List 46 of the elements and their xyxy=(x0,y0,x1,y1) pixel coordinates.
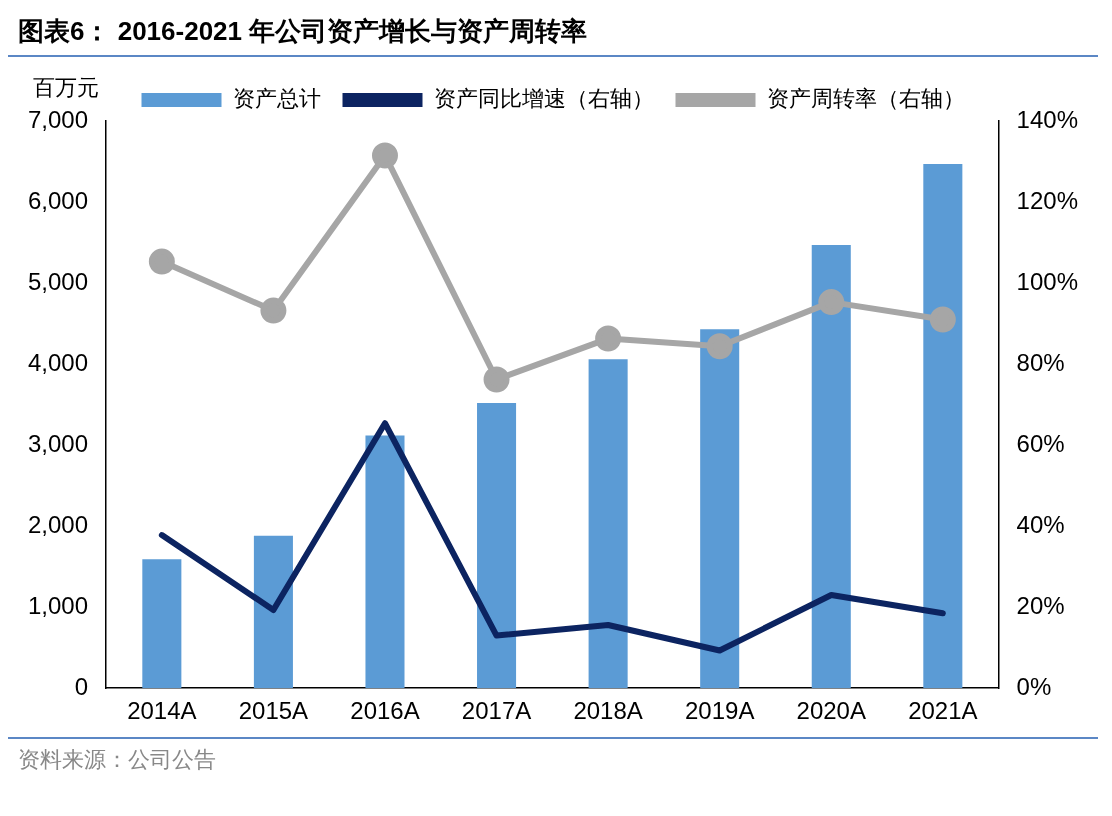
y2-tick-label: 0% xyxy=(1016,672,1052,700)
y2-tick-label: 140% xyxy=(1016,105,1079,133)
bar xyxy=(253,535,293,689)
x-tick-label: 2017A xyxy=(461,697,532,725)
y2-tick-label: 40% xyxy=(1016,510,1065,538)
y-tick-label: 7,000 xyxy=(28,105,89,133)
point xyxy=(706,333,733,360)
point xyxy=(483,366,510,393)
point xyxy=(818,289,845,316)
legend-label: 资产周转率（右轴） xyxy=(766,86,965,112)
bar xyxy=(700,329,740,689)
bar xyxy=(142,559,182,689)
x-tick-label: 2016A xyxy=(350,697,420,725)
y2-tick-label: 20% xyxy=(1016,591,1065,619)
y-tick-label: 0 xyxy=(74,672,89,700)
x-tick-label: 2014A xyxy=(127,697,197,725)
bar xyxy=(811,244,851,689)
bar xyxy=(923,163,963,689)
bar xyxy=(365,435,405,689)
point xyxy=(595,325,622,352)
y-tick-label: 1,000 xyxy=(28,591,89,619)
bar xyxy=(477,402,517,689)
y2-tick-label: 60% xyxy=(1016,429,1065,457)
y2-tick-label: 80% xyxy=(1016,348,1065,376)
y-tick-label: 2,000 xyxy=(28,510,89,538)
x-tick-label: 2019A xyxy=(684,697,755,725)
y-axis-title: 百万元 xyxy=(33,75,100,101)
y2-tick-label: 100% xyxy=(1016,267,1079,295)
bar xyxy=(588,359,628,689)
point xyxy=(260,297,287,324)
x-tick-label: 2015A xyxy=(238,697,309,725)
x-tick-label: 2021A xyxy=(908,697,978,725)
point xyxy=(371,142,398,169)
y-tick-label: 5,000 xyxy=(28,267,89,295)
y-tick-label: 3,000 xyxy=(28,429,89,457)
y-tick-label: 4,000 xyxy=(28,348,89,376)
y-tick-label: 6,000 xyxy=(28,186,89,214)
chart-title: 图表6： 2016-2021 年公司资产增长与资产周转率 xyxy=(8,8,1098,57)
text: 资料来源：公司公告 xyxy=(8,737,1098,781)
x-tick-label: 2018A xyxy=(573,697,643,725)
point xyxy=(929,306,956,333)
point xyxy=(148,248,175,275)
y2-tick-label: 120% xyxy=(1016,186,1079,214)
legend-label: 资产总计 xyxy=(232,86,321,112)
legend-label: 资产同比增速（右轴） xyxy=(433,86,654,112)
x-tick-label: 2020A xyxy=(796,697,866,725)
